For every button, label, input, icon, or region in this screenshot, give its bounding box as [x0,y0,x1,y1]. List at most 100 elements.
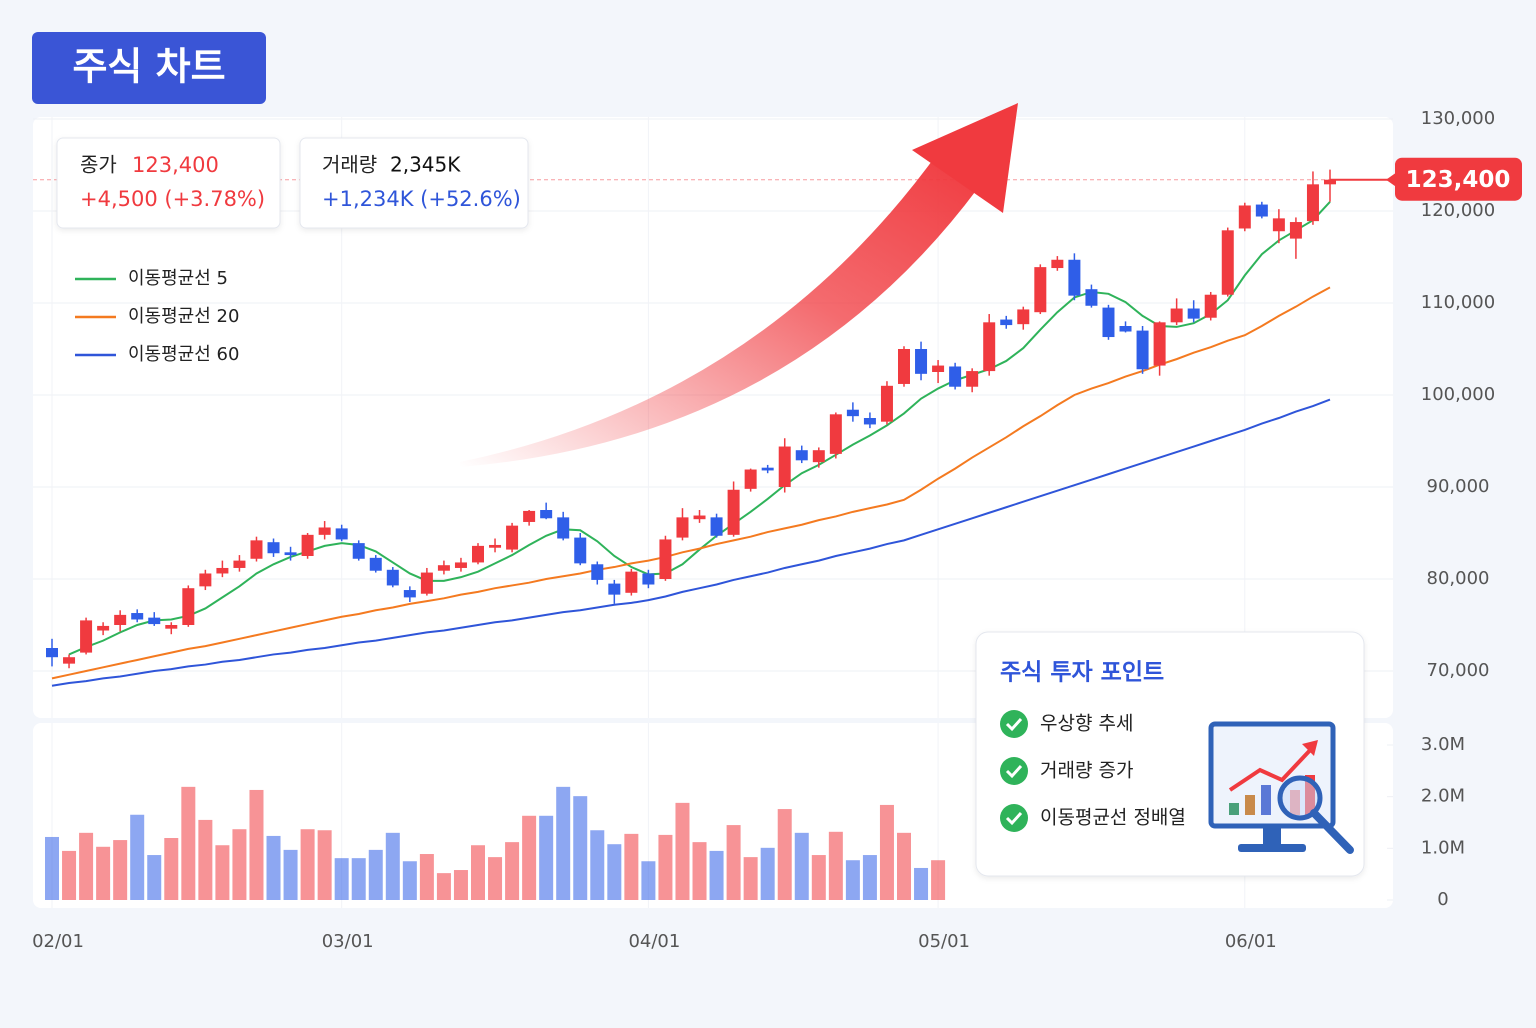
volume-bar [283,849,298,900]
candle-body [863,418,876,425]
candle-body [846,409,859,417]
volume-bar [862,855,877,900]
candle-body [1221,230,1234,295]
volume-bar [607,844,622,900]
candle-body [1051,259,1064,269]
candle-body [1324,179,1336,185]
current-price-pointer [1386,172,1396,187]
candle-body [250,540,263,559]
candle-body [1204,294,1217,318]
candle-body [1153,322,1166,366]
volume-bar [453,870,468,900]
volume-bar [164,838,179,900]
volume-bar [488,857,503,900]
volume-bar [828,831,843,900]
volume-bar [879,804,894,900]
volume-bar [811,855,826,900]
volume-tick-label: 2.0M [1421,786,1465,807]
candle-body [761,467,774,471]
candle-body [131,613,144,620]
legend-label: 이동평균선 5 [128,268,228,289]
candle-body [1102,307,1115,338]
volume-bar [743,857,758,900]
check-icon [1000,710,1028,738]
candle-body [1034,267,1047,313]
candle-body [1068,259,1081,296]
legend-label: 이동평균선 60 [128,344,239,365]
candle-body [608,583,621,595]
candle-body [932,365,945,372]
volume-bar [249,789,264,900]
candle-body [284,552,297,556]
candle-body [369,557,382,571]
trend-arrow-head [912,103,1018,213]
volume-bar [760,847,775,900]
candle-body [420,572,433,594]
candle-body [659,539,672,579]
volume-bar [334,858,349,900]
volume-bar [471,845,485,900]
candle-body [898,349,910,384]
x-tick-label: 03/01 [322,931,374,952]
candle-body [437,565,450,571]
candle-body [1170,308,1183,323]
candle-body [1306,184,1319,222]
candle-body [1238,205,1251,229]
volume-bar [573,796,588,900]
volume-bar [505,842,520,900]
candle-body [403,590,416,598]
volume-bar [845,860,860,900]
volume-bar [692,842,707,900]
candle-body [114,614,127,625]
volume-bar [419,854,434,900]
candle-body [829,414,842,454]
candle-body [693,515,706,520]
volume-bar [675,802,690,900]
candle-body [1255,204,1268,217]
candle-body [352,543,365,559]
volume-bar [522,815,537,900]
volume-bar [624,833,639,900]
candle-body [182,588,195,625]
y-tick-label: 70,000 [1427,660,1490,681]
x-tick-label: 04/01 [628,931,680,952]
volume-bar [130,814,145,900]
candle-body [1085,289,1098,306]
candle-body [97,625,110,631]
volume-bar [351,858,366,900]
volume-bar [658,834,673,900]
volume-bar [402,861,417,900]
candle-body [1000,319,1013,326]
candle-body [1136,330,1149,370]
volume-bar [726,825,741,900]
volume-bar [62,850,77,900]
volume-bar [198,819,213,900]
volume-label: 거래량 [322,153,377,177]
volume-bar [232,829,247,900]
y-tick-label: 100,000 [1421,384,1495,405]
volume-bar [147,855,162,900]
x-tick-label: 06/01 [1225,931,1277,952]
volume-tick-label: 3.0M [1421,734,1465,755]
candle-body [386,569,399,586]
insight-item: 우상향 추세 [1040,713,1133,735]
candle-body [795,450,808,461]
volume-bar [794,832,809,900]
check-mark [1005,717,1023,732]
close-value: 123,400 [132,153,219,177]
volume-bar [79,832,94,900]
candle-body [915,349,928,374]
candle-body [812,450,825,463]
volume-bar [266,835,281,900]
candle-body [710,517,723,536]
candle-body [778,446,791,487]
candle-body [1289,222,1302,239]
volume-tick-label: 1.0M [1421,837,1465,858]
candle-body [335,528,348,540]
volume-bar [215,845,230,900]
candle-body [727,489,740,535]
volume-bar [914,867,929,900]
volume-bar [181,786,196,900]
x-tick-label: 02/01 [32,931,84,952]
candle-body [489,544,502,548]
